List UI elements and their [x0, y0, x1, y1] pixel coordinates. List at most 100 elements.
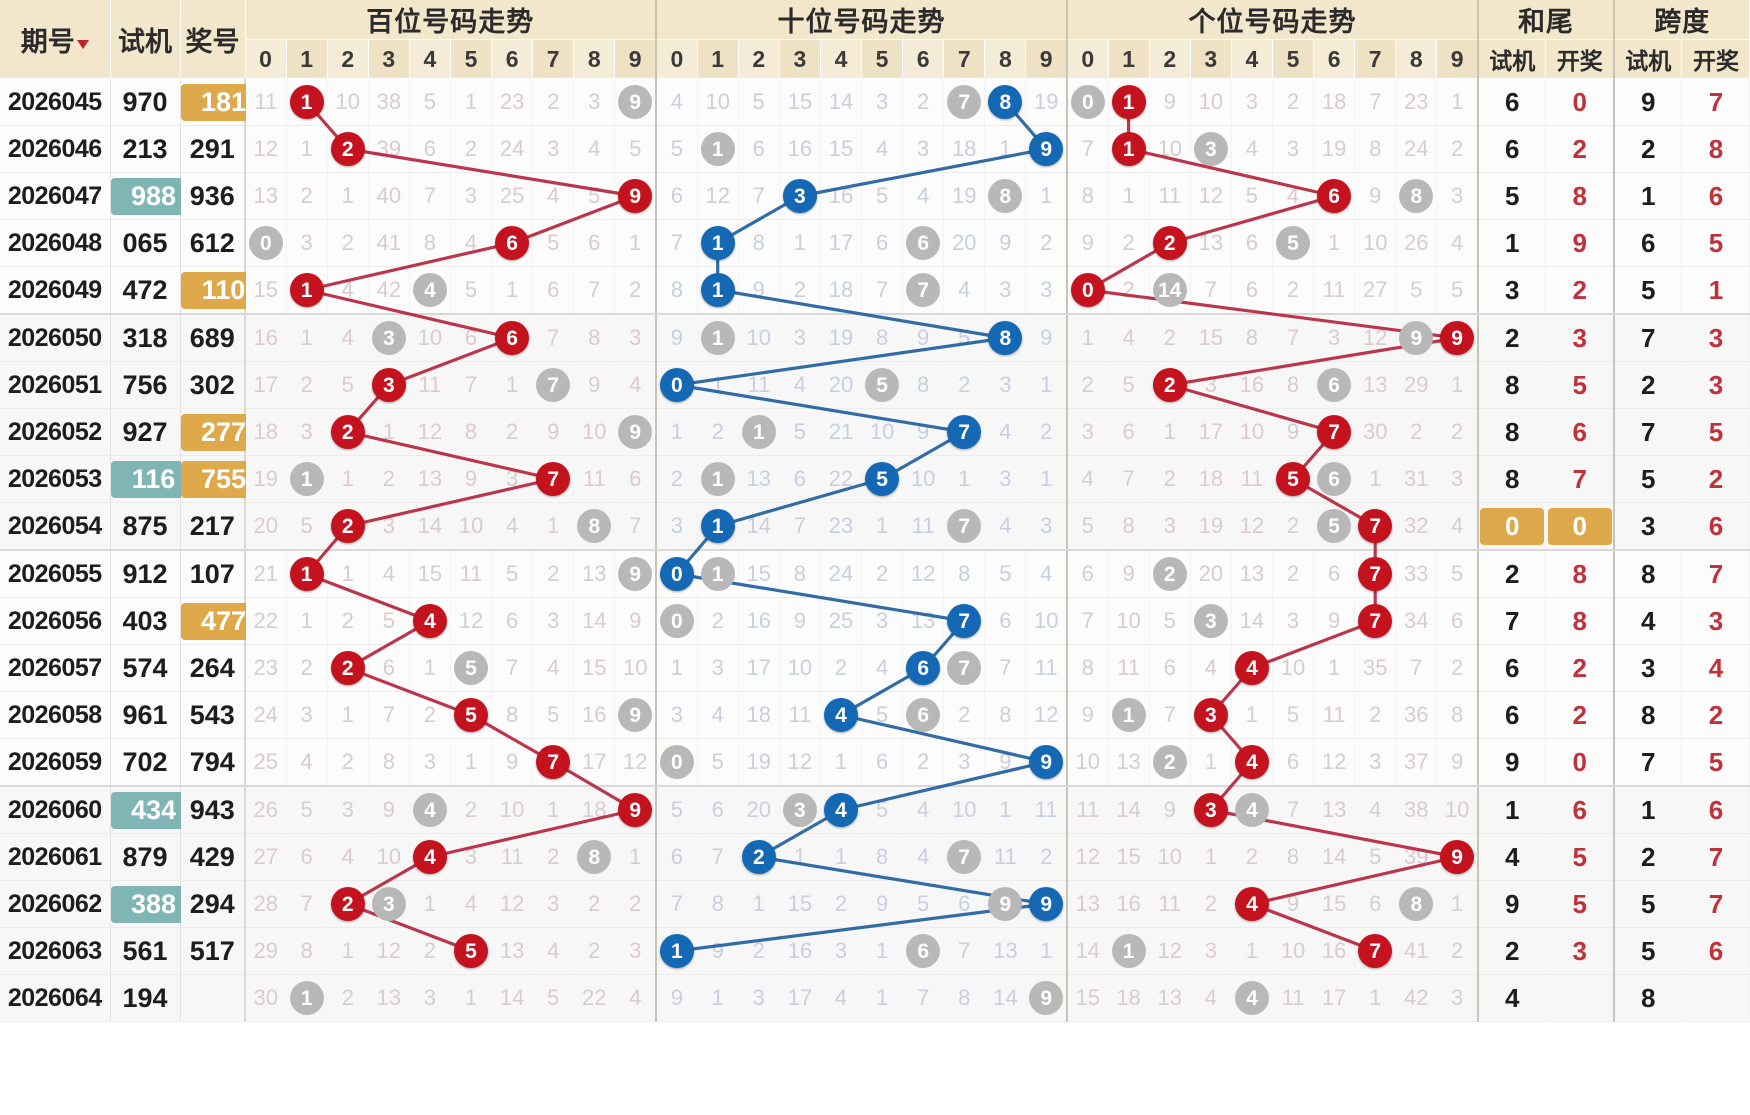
digit-header-0-8[interactable]: 8 — [573, 39, 616, 79]
matrix-cell-1-7[interactable]: 7 — [943, 408, 986, 456]
matrix-cell-1-2[interactable]: 9 — [738, 266, 780, 315]
matrix-cell-1-7[interactable]: 2 — [943, 691, 986, 739]
matrix-cell-2-9[interactable]: 2 — [1436, 125, 1479, 173]
matrix-cell-0-0[interactable]: 15 — [243, 266, 287, 315]
matrix-cell-1-5[interactable]: 2 — [861, 550, 904, 598]
matrix-cell-2-1[interactable]: 11 — [1108, 644, 1150, 692]
matrix-cell-1-3[interactable]: 15 — [779, 78, 821, 126]
matrix-cell-1-8[interactable]: 5 — [984, 550, 1027, 598]
matrix-cell-0-4[interactable]: 10 — [409, 314, 451, 362]
matrix-cell-0-2[interactable]: 1 — [327, 927, 369, 975]
matrix-cell-1-0[interactable]: 3 — [655, 691, 698, 739]
matrix-cell-0-5[interactable]: 8 — [450, 408, 493, 456]
matrix-cell-1-1[interactable]: 3 — [697, 644, 739, 692]
digit-header-1-6[interactable]: 6 — [902, 39, 945, 79]
matrix-cell-2-9[interactable]: 1 — [1436, 361, 1479, 409]
matrix-cell-0-5[interactable]: 6 — [450, 314, 493, 362]
matrix-cell-1-8[interactable]: 7 — [984, 644, 1027, 692]
ball-blue[interactable]: 7 — [947, 604, 982, 638]
matrix-cell-2-2[interactable]: 12 — [1149, 927, 1191, 975]
matrix-cell-0-7[interactable]: 9 — [532, 408, 575, 456]
ball-red[interactable]: 3 — [371, 368, 406, 402]
matrix-cell-1-9[interactable]: 2 — [1025, 408, 1068, 456]
matrix-cell-1-9[interactable]: 1 — [1025, 455, 1068, 503]
matrix-cell-0-5[interactable]: 10 — [450, 502, 493, 551]
matrix-cell-1-3[interactable]: 9 — [779, 597, 821, 645]
matrix-cell-1-8[interactable]: 9 — [984, 219, 1027, 267]
matrix-cell-1-9[interactable]: 9 — [1025, 974, 1068, 1022]
matrix-cell-1-6[interactable]: 2 — [902, 78, 945, 126]
matrix-cell-1-9[interactable]: 9 — [1025, 738, 1068, 787]
matrix-cell-1-5[interactable]: 4 — [861, 125, 904, 173]
matrix-cell-2-4[interactable]: 4 — [1231, 880, 1273, 928]
matrix-cell-1-4[interactable]: 1 — [820, 738, 863, 787]
matrix-cell-0-4[interactable]: 3 — [409, 974, 451, 1022]
matrix-cell-1-5[interactable]: 1 — [861, 974, 904, 1022]
matrix-cell-2-2[interactable]: 2 — [1149, 219, 1191, 267]
matrix-cell-0-6[interactable]: 8 — [491, 691, 534, 739]
matrix-cell-2-8[interactable]: 33 — [1395, 550, 1438, 598]
matrix-cell-0-9[interactable]: 9 — [614, 78, 657, 126]
matrix-cell-0-6[interactable]: 2 — [491, 408, 534, 456]
matrix-cell-0-8[interactable]: 15 — [573, 644, 616, 692]
matrix-cell-0-0[interactable]: 0 — [243, 219, 287, 267]
matrix-cell-0-8[interactable]: 16 — [573, 691, 616, 739]
matrix-cell-0-5[interactable]: 5 — [450, 927, 493, 975]
matrix-cell-1-1[interactable]: 2 — [697, 597, 739, 645]
digit-header-0-5[interactable]: 5 — [450, 39, 493, 79]
ball-grey[interactable]: 4 — [1234, 981, 1269, 1015]
matrix-cell-2-7[interactable]: 9 — [1354, 172, 1397, 220]
matrix-cell-0-2[interactable]: 4 — [327, 266, 369, 315]
matrix-cell-0-5[interactable]: 5 — [450, 644, 493, 692]
ball-grey[interactable]: 1 — [700, 462, 735, 496]
ball-grey[interactable]: 2 — [1152, 557, 1187, 591]
matrix-cell-2-3[interactable]: 15 — [1190, 314, 1232, 362]
table-row[interactable]: 2026063 561 517 29 8 1 12 2 5 13 4 2 3 1 9 2 16 3 1 6 7 13 1 14… — [0, 927, 1750, 975]
ball-blue[interactable]: 1 — [700, 273, 735, 307]
ball-grey[interactable]: 8 — [577, 509, 612, 543]
ball-red[interactable]: 2 — [330, 509, 365, 543]
matrix-cell-1-2[interactable]: 18 — [738, 691, 780, 739]
ball-grey[interactable]: 8 — [1399, 179, 1434, 213]
ball-grey[interactable]: 4 — [1234, 793, 1269, 827]
matrix-cell-2-0[interactable]: 9 — [1065, 219, 1109, 267]
matrix-cell-2-4[interactable]: 4 — [1231, 738, 1273, 787]
matrix-cell-1-7[interactable]: 4 — [943, 266, 986, 315]
matrix-cell-1-4[interactable]: 16 — [820, 172, 863, 220]
digit-header-2-4[interactable]: 4 — [1231, 39, 1273, 79]
matrix-cell-0-0[interactable]: 11 — [243, 78, 287, 126]
matrix-cell-0-2[interactable]: 4 — [327, 314, 369, 362]
matrix-cell-1-7[interactable]: 10 — [943, 786, 986, 834]
matrix-cell-0-5[interactable]: 1 — [450, 738, 493, 787]
matrix-cell-1-5[interactable]: 1 — [861, 502, 904, 551]
matrix-cell-2-7[interactable]: 30 — [1354, 408, 1397, 456]
matrix-cell-0-3[interactable]: 41 — [368, 219, 410, 267]
table-row[interactable]: 2026049 472 110 15 1 4 42 4 5 1 6 7 2 8 1 9 2 18 7 7 4 3 3 0 2 14… — [0, 266, 1750, 315]
matrix-cell-0-5[interactable]: 11 — [450, 550, 493, 598]
matrix-cell-0-3[interactable]: 3 — [368, 502, 410, 551]
matrix-cell-1-1[interactable]: 1 — [697, 361, 739, 409]
ball-blue[interactable]: 8 — [988, 321, 1023, 355]
matrix-cell-0-4[interactable]: 4 — [409, 597, 451, 645]
matrix-cell-2-7[interactable]: 7 — [1354, 502, 1397, 551]
matrix-cell-2-6[interactable]: 11 — [1313, 691, 1356, 739]
matrix-cell-2-1[interactable]: 1 — [1108, 927, 1150, 975]
matrix-cell-0-9[interactable]: 2 — [614, 880, 657, 928]
matrix-cell-1-4[interactable]: 2 — [820, 644, 863, 692]
matrix-cell-2-5[interactable]: 5 — [1272, 455, 1315, 503]
matrix-cell-2-9[interactable]: 4 — [1436, 219, 1479, 267]
table-row[interactable]: 2026058 961 543 24 3 1 7 2 5 8 5 16 9 3 4 18 11 4 5 6 2 8 12 9 1… — [0, 691, 1750, 739]
matrix-cell-0-6[interactable]: 6 — [491, 597, 534, 645]
matrix-cell-1-9[interactable]: 4 — [1025, 550, 1068, 598]
matrix-cell-1-4[interactable]: 14 — [820, 78, 863, 126]
matrix-cell-0-7[interactable]: 4 — [532, 172, 575, 220]
matrix-cell-0-8[interactable]: 8 — [573, 314, 616, 362]
matrix-cell-2-6[interactable]: 7 — [1313, 408, 1356, 456]
matrix-cell-2-1[interactable]: 8 — [1108, 502, 1150, 551]
digit-header-2-5[interactable]: 5 — [1272, 39, 1315, 79]
matrix-cell-2-6[interactable]: 13 — [1313, 786, 1356, 834]
matrix-cell-0-6[interactable]: 9 — [491, 738, 534, 787]
matrix-cell-2-9[interactable]: 5 — [1436, 266, 1479, 315]
matrix-cell-1-2[interactable]: 8 — [738, 219, 780, 267]
matrix-cell-0-5[interactable]: 4 — [450, 219, 493, 267]
